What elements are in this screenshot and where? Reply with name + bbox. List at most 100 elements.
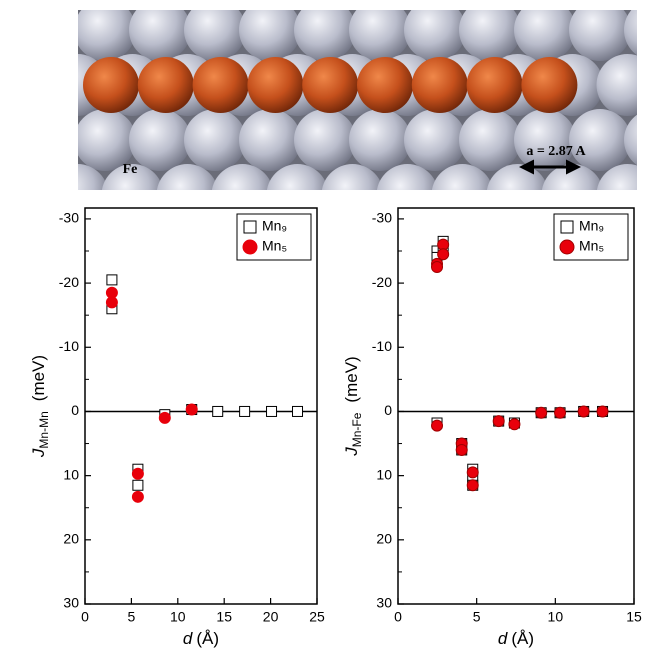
plot-frame bbox=[397, 207, 635, 605]
fe-atom bbox=[266, 164, 329, 190]
fe-atom bbox=[514, 109, 576, 171]
fe-atom bbox=[514, 10, 576, 61]
data-point bbox=[131, 490, 144, 503]
y-label-sub: Mn-Fe bbox=[350, 412, 364, 447]
fe-atom bbox=[569, 10, 631, 61]
mn-atom bbox=[466, 57, 523, 113]
fe-atom bbox=[156, 164, 219, 190]
x-label-unit: (Å) bbox=[196, 629, 219, 648]
fe-atom bbox=[596, 54, 637, 116]
data-point bbox=[131, 467, 144, 480]
x-label-symbol: d bbox=[183, 629, 193, 648]
fe-atom bbox=[569, 109, 631, 171]
fe-atom bbox=[78, 16, 81, 44]
x-label-symbol: d bbox=[498, 629, 508, 648]
data-point bbox=[466, 466, 479, 479]
x-tick-label: 20 bbox=[263, 609, 279, 625]
data-point bbox=[466, 479, 479, 492]
data-point bbox=[455, 443, 468, 456]
fe-atom bbox=[211, 164, 274, 190]
data-point bbox=[212, 405, 224, 417]
y-axis-label: JMn-Fe (meV) bbox=[342, 356, 364, 456]
fe-atom bbox=[376, 164, 439, 190]
y-axis-label: JMn-Mn (meV) bbox=[29, 355, 51, 458]
fe-atom bbox=[321, 164, 384, 190]
x-tick-label: 0 bbox=[81, 609, 89, 625]
mn-atom bbox=[357, 57, 413, 113]
y-label-unit: (meV) bbox=[342, 356, 361, 402]
x-tick-label: 5 bbox=[473, 609, 481, 625]
data-point bbox=[431, 419, 444, 432]
legend-marker bbox=[560, 220, 574, 234]
legend-label: Mn₅ bbox=[579, 238, 604, 254]
fe-atom bbox=[294, 109, 356, 171]
legend-label: Mn₉ bbox=[262, 218, 287, 234]
mn-atom bbox=[247, 57, 304, 113]
data-point bbox=[577, 405, 590, 418]
x-tick-label: 0 bbox=[394, 609, 402, 625]
illustration-labels: Fe a = 2.87 A bbox=[123, 144, 587, 177]
x-tick-label: 10 bbox=[170, 609, 186, 625]
y-tick-label: -30 bbox=[59, 210, 79, 226]
data-point bbox=[185, 403, 198, 416]
plot-frame bbox=[84, 207, 318, 605]
mn-atom bbox=[521, 57, 578, 113]
data-point bbox=[508, 418, 521, 431]
legend-marker bbox=[242, 239, 258, 255]
fe-atom bbox=[184, 109, 246, 171]
y-tick-label: 0 bbox=[384, 402, 392, 418]
y-tick-label: -30 bbox=[372, 210, 392, 226]
y-tick-label: 30 bbox=[63, 595, 79, 611]
fe-atom bbox=[78, 10, 136, 61]
data-point bbox=[239, 405, 251, 417]
x-tick-label: 10 bbox=[548, 609, 564, 625]
surface-illustration bbox=[78, 10, 637, 190]
fe-atom bbox=[459, 10, 521, 61]
fe-atom bbox=[459, 109, 521, 171]
data-point bbox=[554, 406, 567, 419]
legend-label: Mn₅ bbox=[262, 238, 287, 254]
data-point bbox=[431, 261, 444, 274]
fe-atom bbox=[624, 114, 637, 166]
fe-atom bbox=[486, 164, 549, 190]
legend-label: Mn₉ bbox=[579, 218, 604, 234]
x-tick-label: 15 bbox=[626, 609, 642, 625]
fe-atom bbox=[349, 10, 411, 61]
data-point bbox=[492, 415, 505, 428]
fe-atom bbox=[184, 10, 246, 61]
y-tick-label: -20 bbox=[59, 274, 79, 290]
data-point bbox=[132, 479, 144, 491]
y-label-symbol: J bbox=[29, 448, 48, 458]
fe-atom bbox=[624, 10, 637, 56]
data-point bbox=[266, 405, 278, 417]
fe-atom bbox=[349, 109, 411, 171]
y-tick-label: -10 bbox=[59, 338, 79, 354]
data-point bbox=[292, 405, 304, 417]
x-tick-label: 15 bbox=[216, 609, 232, 625]
fe-atom bbox=[78, 164, 109, 190]
data-point bbox=[106, 274, 118, 286]
fe-atom bbox=[129, 10, 191, 61]
fe-atom bbox=[78, 126, 81, 154]
fe-atom bbox=[404, 109, 466, 171]
y-label-symbol: J bbox=[342, 447, 361, 457]
x-tick-label: 5 bbox=[128, 609, 136, 625]
substrate-label: Fe bbox=[123, 162, 138, 177]
mn-atom bbox=[192, 57, 249, 113]
mn-atom bbox=[137, 57, 194, 113]
fe-atom bbox=[431, 164, 494, 190]
mn-atom bbox=[411, 57, 468, 113]
y-label-unit: (meV) bbox=[29, 355, 48, 401]
data-point bbox=[596, 405, 609, 418]
fe-atom bbox=[239, 109, 301, 171]
fe-atom bbox=[239, 10, 301, 61]
data-point bbox=[437, 248, 450, 261]
fe-atom bbox=[101, 164, 164, 190]
fe-atom bbox=[404, 10, 466, 61]
y-tick-label: -10 bbox=[372, 338, 392, 354]
data-point bbox=[535, 406, 548, 419]
fe-atom bbox=[78, 109, 136, 171]
x-tick-label: 25 bbox=[309, 609, 325, 625]
y-tick-label: 10 bbox=[376, 466, 392, 482]
